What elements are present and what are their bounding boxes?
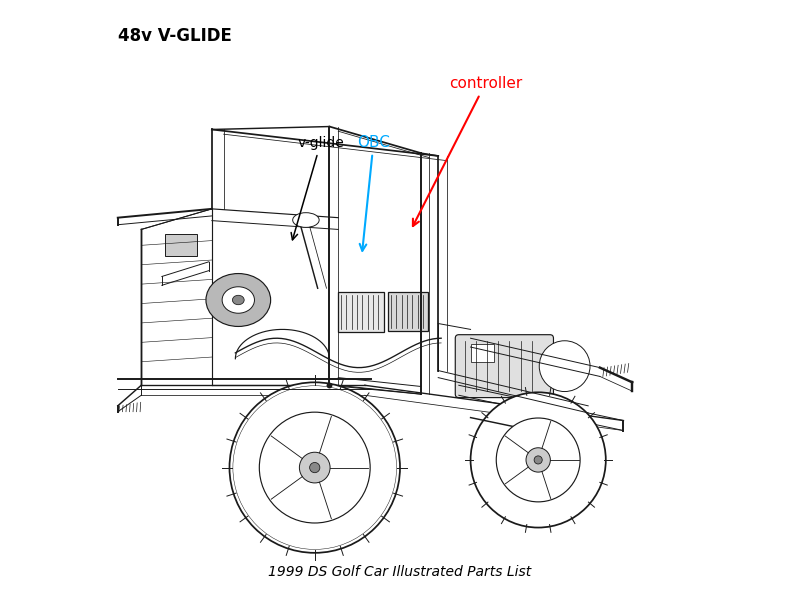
Ellipse shape xyxy=(206,274,270,326)
Circle shape xyxy=(496,418,580,502)
Ellipse shape xyxy=(293,212,319,227)
Text: 48v V-GLIDE: 48v V-GLIDE xyxy=(118,26,232,44)
Circle shape xyxy=(534,456,542,464)
Circle shape xyxy=(470,392,606,527)
Ellipse shape xyxy=(222,287,254,313)
FancyBboxPatch shape xyxy=(338,292,384,332)
FancyBboxPatch shape xyxy=(455,335,554,398)
FancyBboxPatch shape xyxy=(388,292,428,331)
Text: OBC: OBC xyxy=(357,135,390,251)
Text: v-glide: v-glide xyxy=(291,136,344,240)
Text: controller: controller xyxy=(413,76,522,226)
Circle shape xyxy=(230,382,400,553)
Circle shape xyxy=(259,412,370,523)
Circle shape xyxy=(310,463,320,473)
Text: 1999 DS Golf Car Illustrated Parts List: 1999 DS Golf Car Illustrated Parts List xyxy=(268,565,532,580)
Circle shape xyxy=(299,452,330,483)
FancyBboxPatch shape xyxy=(470,344,494,362)
Circle shape xyxy=(539,341,590,392)
Ellipse shape xyxy=(233,295,244,305)
FancyBboxPatch shape xyxy=(165,233,197,256)
Circle shape xyxy=(526,448,550,472)
